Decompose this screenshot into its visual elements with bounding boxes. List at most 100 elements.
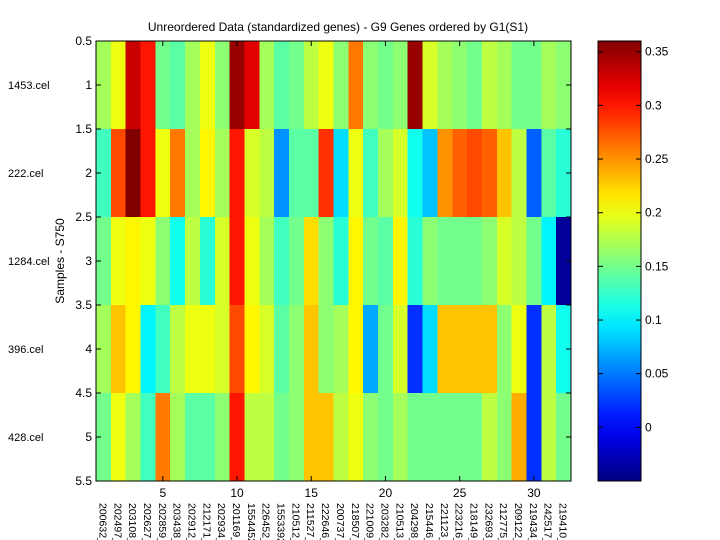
column-label: 242517_ xyxy=(542,503,554,540)
x-tick-label: 30 xyxy=(527,486,541,500)
x-tick-label: 15 xyxy=(305,486,319,500)
heatmap-cell xyxy=(437,41,453,130)
heatmap-cell xyxy=(407,305,423,394)
heatmap-cell xyxy=(422,41,438,130)
heatmap-cell xyxy=(318,305,334,394)
heatmap-cell xyxy=(467,393,483,482)
heatmap-cell xyxy=(170,393,186,482)
heatmap-cell xyxy=(407,217,423,306)
heatmap-cell xyxy=(526,217,542,306)
heatmap-cell xyxy=(288,305,305,394)
heatmap-cell xyxy=(274,217,290,306)
heatmap-cell xyxy=(274,305,290,394)
heatmap-cell xyxy=(140,305,156,394)
heatmap-cell xyxy=(556,217,572,306)
x-tick-label: 20 xyxy=(379,486,393,500)
heatmap-cell xyxy=(199,393,216,482)
heatmap-cell xyxy=(259,217,275,306)
heatmap-cell xyxy=(185,393,201,482)
heatmap-cell xyxy=(541,393,557,482)
heatmap-cell xyxy=(437,305,453,394)
heatmap-cell xyxy=(229,393,245,482)
column-label: 211527_ xyxy=(304,503,316,540)
y-axis: 0.5 1 1.5 2 2.5 3 3.5 4 4.5 5 5.5 xyxy=(75,34,571,488)
heatmap-cell xyxy=(229,305,245,394)
column-label: 202859_ xyxy=(156,503,168,540)
heatmap-cell xyxy=(318,217,334,306)
heatmap-cell xyxy=(110,393,127,482)
heatmap-cell xyxy=(140,41,156,130)
y-tick-label: 5.5 xyxy=(75,474,92,488)
column-label: 209122_ xyxy=(512,503,524,540)
heatmap-cell xyxy=(363,305,379,394)
column-label: 202934_ xyxy=(215,503,227,540)
heatmap-cell xyxy=(259,305,275,394)
heatmap-cell xyxy=(199,305,216,394)
heatmap-cell xyxy=(303,217,320,306)
heatmap-cell xyxy=(437,393,453,482)
heatmap-cell xyxy=(407,129,423,218)
heatmap-cell xyxy=(214,129,230,218)
heatmap-cell xyxy=(214,217,230,306)
heatmap-cell xyxy=(363,41,379,130)
column-label: 210513_ xyxy=(393,503,405,540)
column-label: 200737_ xyxy=(334,503,346,540)
heatmap-cell xyxy=(214,393,230,482)
heatmap-cell xyxy=(348,393,364,482)
heatmap-cell xyxy=(437,217,453,306)
heatmap-cell xyxy=(244,217,260,306)
y-tick-label: 1.5 xyxy=(75,122,92,136)
heatmap-cell xyxy=(467,129,483,218)
row-label: 1453.cel xyxy=(8,80,50,92)
heatmap-cell xyxy=(140,129,156,218)
heatmap-cell xyxy=(229,217,245,306)
column-label: 203438_ xyxy=(171,503,183,540)
heatmap-cell xyxy=(392,129,409,218)
heatmap-cell xyxy=(140,217,156,306)
y-tick-label: 0.5 xyxy=(75,34,92,48)
x-axis: 5 10 15 20 25 30 xyxy=(159,41,541,500)
heatmap-cell xyxy=(556,393,572,482)
heatmap-cell xyxy=(422,305,438,394)
heatmap-cell xyxy=(125,129,141,218)
heatmap-cell xyxy=(318,393,334,482)
column-label: 212171_ xyxy=(200,503,212,540)
heatmap-cell xyxy=(422,393,438,482)
heatmap-cell xyxy=(407,41,423,130)
chart-title: Unreordered Data (standardized genes) - … xyxy=(148,20,528,34)
heatmap-cell xyxy=(511,305,527,394)
heatmap-cell xyxy=(170,217,186,306)
heatmap-cell xyxy=(333,129,349,218)
heatmap-cell xyxy=(96,129,112,218)
column-label: 219434_ xyxy=(527,503,539,540)
heatmap-cell xyxy=(170,41,186,130)
heatmap-cell xyxy=(244,41,260,130)
heatmap-cell xyxy=(511,217,527,306)
heatmap-cell xyxy=(199,129,216,218)
x-tick-label: 25 xyxy=(453,486,467,500)
heatmap-cell xyxy=(125,41,141,130)
heatmap-cell xyxy=(422,129,438,218)
heatmap-cell xyxy=(303,393,320,482)
heatmap-cell xyxy=(185,217,201,306)
y-tick-label: 3 xyxy=(85,254,92,268)
row-label: 222.cel xyxy=(8,168,43,180)
colorbar-tick-label: 0.05 xyxy=(645,367,669,381)
heatmap-cell xyxy=(496,41,513,130)
column-label: 1553392 xyxy=(275,503,287,540)
heatmap-cell xyxy=(96,393,112,482)
y-tick-label: 2 xyxy=(85,166,92,180)
heatmap-cell xyxy=(318,129,334,218)
heatmap-cell xyxy=(526,393,542,482)
heatmap-cell xyxy=(481,393,498,482)
heatmap-cell xyxy=(288,41,305,130)
heatmap-cell xyxy=(467,217,483,306)
heatmap-cell xyxy=(452,393,468,482)
column-label: 203282_ xyxy=(378,503,390,540)
heatmap-cell xyxy=(392,305,409,394)
heatmap-cell xyxy=(511,41,527,130)
heatmap-cell xyxy=(288,129,305,218)
column-label: 1554452 xyxy=(245,503,257,540)
column-label: 218149_ xyxy=(468,503,480,540)
heatmap-cell xyxy=(452,305,468,394)
